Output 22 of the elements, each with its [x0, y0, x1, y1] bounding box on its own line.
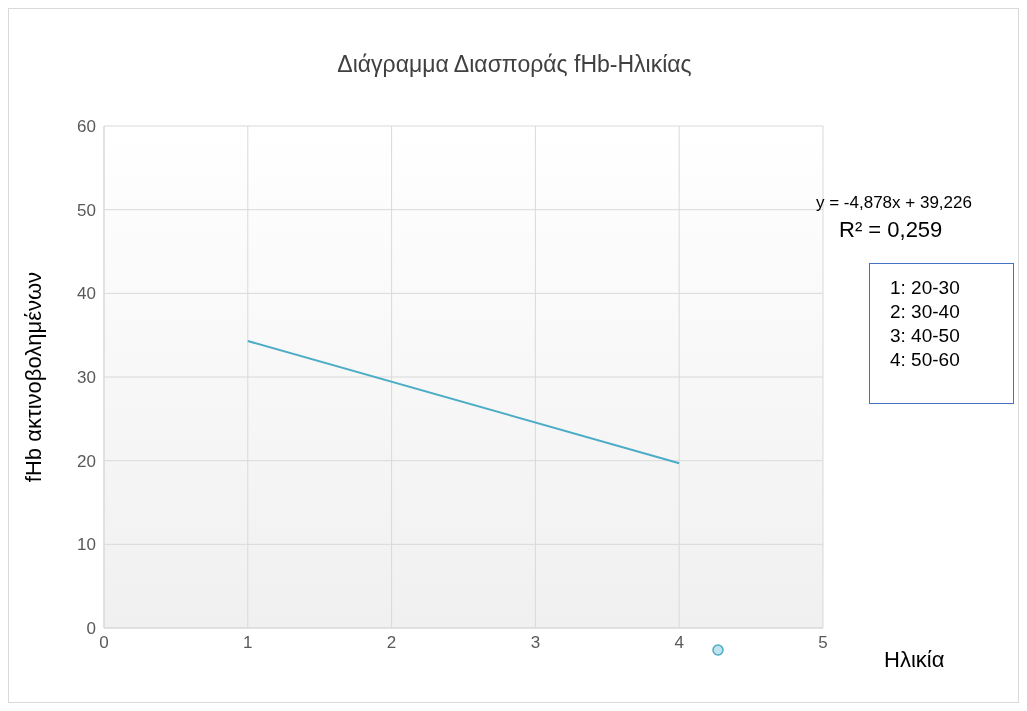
x-tick-label: 5	[818, 633, 828, 653]
text: 2: 30-40	[890, 300, 961, 324]
text: 3: 40-50	[890, 324, 961, 348]
text: 4: 50-60	[890, 348, 961, 372]
text: R² = 0,259	[839, 217, 943, 243]
annotation: y = -4,878x + 39,226	[816, 193, 972, 213]
y-tick-label: 20	[77, 451, 96, 471]
y-tick-label: 50	[77, 200, 96, 220]
x-tick-label: 3	[530, 633, 541, 653]
y-axis-title: fHb ακτινοβολημένων	[21, 271, 47, 483]
text: 1: 20-30	[890, 276, 961, 300]
y-tick-label: 30	[77, 368, 96, 388]
x-tick-label: 4	[674, 633, 684, 653]
x-axis-title: Ηλικία	[884, 647, 945, 673]
y-tick-label: 40	[77, 284, 96, 304]
y-tick-label: 60	[77, 117, 96, 137]
x-tick-label: 2	[386, 633, 397, 653]
y-tick-label: 0	[86, 619, 96, 639]
y-tick-label: 10	[77, 535, 96, 555]
x-tick-label: 1	[243, 633, 253, 653]
chart-title: Διάγραμμα Διασποράς fHb-Ηλικίας	[336, 51, 693, 78]
x-tick-label: 0	[99, 633, 109, 653]
